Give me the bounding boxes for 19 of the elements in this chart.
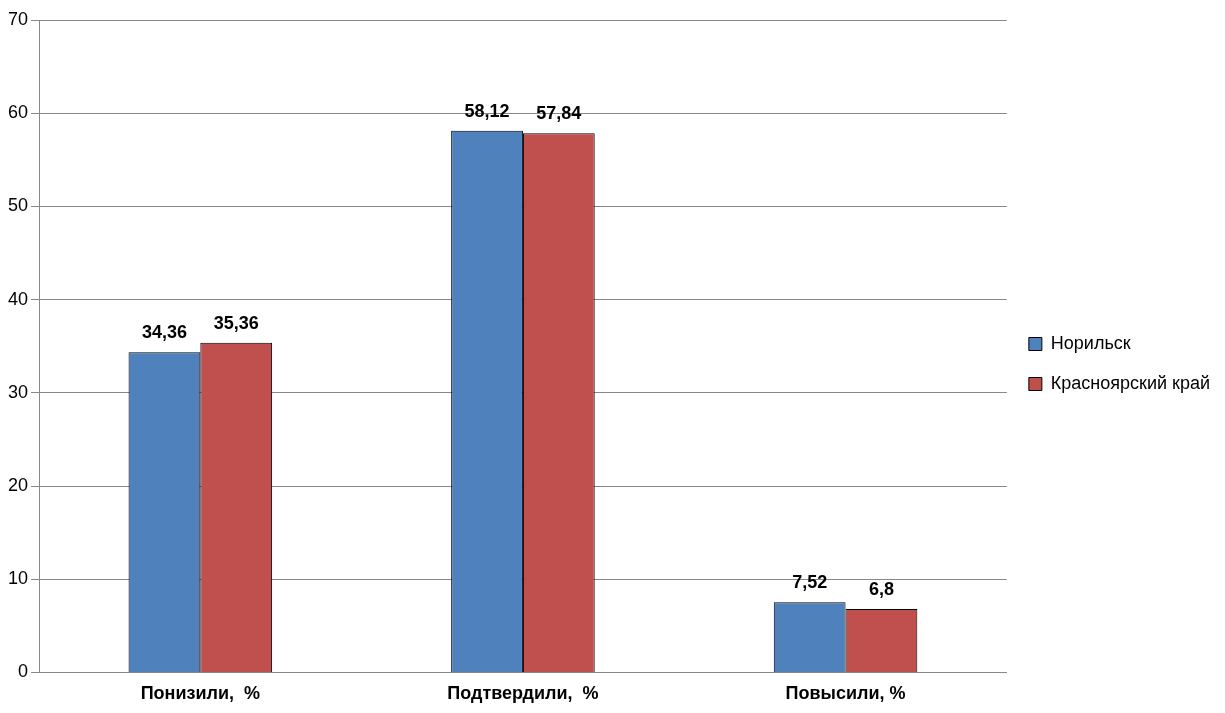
y-tick-label: 50 <box>7 195 29 216</box>
y-tick-label: 20 <box>7 474 29 495</box>
legend-label: Норильск <box>1050 332 1131 353</box>
data-label: 35,36 <box>213 312 259 333</box>
y-tick-label: 30 <box>7 381 29 402</box>
y-tick-label: 70 <box>7 8 29 29</box>
data-label: 7,52 <box>792 572 828 593</box>
y-tick-label: 40 <box>7 288 29 309</box>
data-label: 34,36 <box>141 322 187 343</box>
x-tick-label: Повысили, % <box>785 683 906 704</box>
legend-label: Красноярский край <box>1050 372 1210 393</box>
x-tick-label: Подтвердили, % <box>447 683 599 704</box>
data-label: 57,84 <box>536 103 582 124</box>
y-tick-label: 0 <box>18 661 29 682</box>
y-tick-label: 10 <box>7 568 29 589</box>
data-label: 58,12 <box>464 100 510 121</box>
data-label: 6,8 <box>868 578 894 599</box>
x-tick-label: Понизили, % <box>140 683 261 704</box>
y-tick-label: 60 <box>7 102 29 123</box>
